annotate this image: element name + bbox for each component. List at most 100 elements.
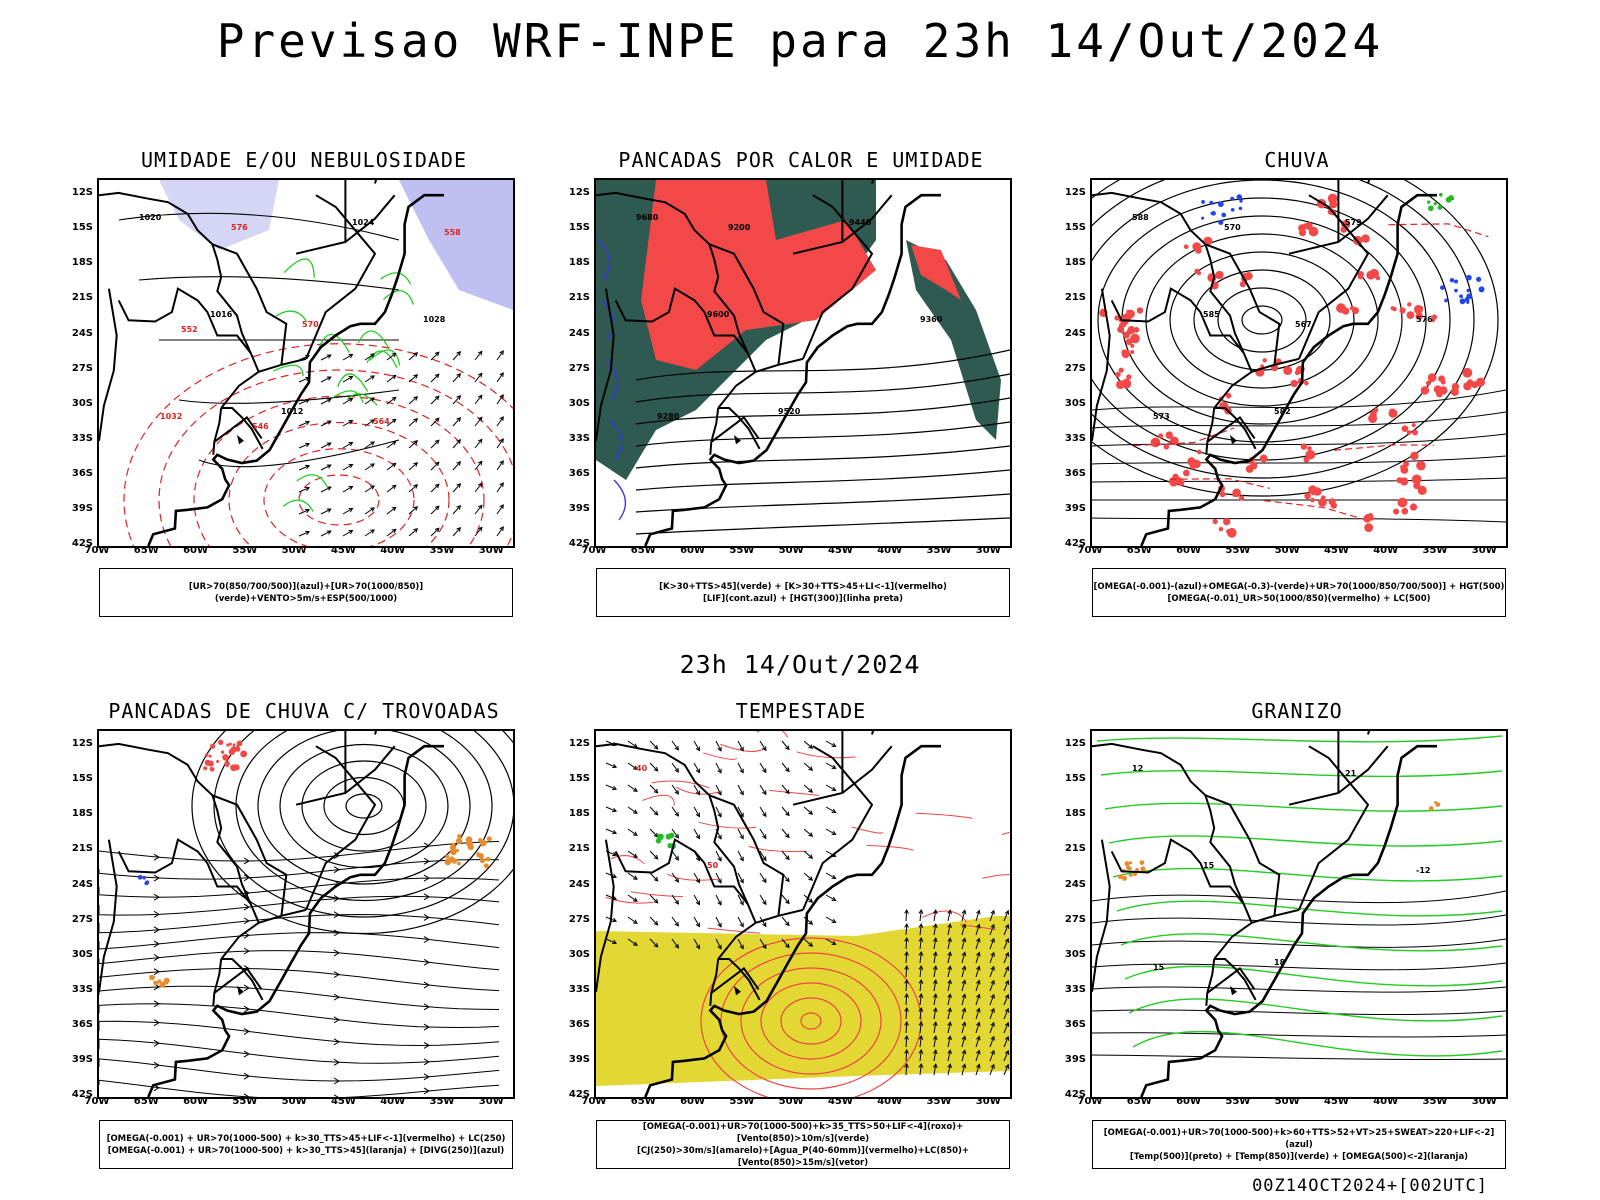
wind-vector-850	[919, 1064, 922, 1076]
latitude-label: 27S	[71, 913, 93, 925]
rain-blue-patch	[1201, 216, 1205, 220]
lake-patos	[237, 434, 244, 445]
wind-vector	[348, 485, 354, 491]
contour-label: 1028	[423, 315, 446, 324]
legend-line: [Temp(500)](preto) + [Temp(850)](verde) …	[1129, 1151, 1469, 1162]
thickness-contour	[298, 474, 380, 526]
wind-vector-850	[808, 920, 814, 925]
wind-vector-850	[737, 806, 744, 817]
wind-vector-850	[933, 1008, 937, 1020]
latitude-label: 36S	[568, 467, 590, 479]
wind-vector-850	[632, 875, 638, 880]
country-border	[1205, 407, 1216, 455]
wind-vector-850	[674, 899, 679, 905]
wind-vector-850	[649, 762, 659, 772]
convection-orange-patch	[476, 852, 480, 856]
wind-vector-850	[1004, 1063, 1010, 1069]
wind-vector-850	[1003, 994, 1009, 1006]
precipitable-water-contour	[982, 874, 1010, 879]
wind-vector-850	[781, 762, 790, 772]
longitude-label: 55W	[729, 545, 755, 556]
wind-vector-850	[990, 1021, 995, 1027]
wind-vector-850	[785, 811, 790, 817]
wind-vector	[364, 397, 375, 405]
rain-red-patch	[1330, 502, 1338, 509]
latitude-label: 21S	[71, 292, 93, 304]
stream-arrowhead	[333, 911, 340, 919]
latitude-label: 24S	[71, 327, 93, 339]
wind-vector-850	[715, 784, 722, 796]
wind-vector-850	[649, 938, 659, 948]
wind-vector	[477, 504, 483, 510]
convection-orange-patch	[445, 854, 450, 859]
country-border	[614, 287, 749, 354]
valid-time-title: 23h 14/Out/2024	[679, 650, 921, 679]
wind-vector	[496, 350, 504, 361]
streamline-vortex	[301, 760, 427, 852]
wind-vector-850	[1004, 993, 1010, 999]
longitude-label: 35W	[429, 545, 455, 556]
wind-vector-850	[717, 790, 722, 796]
wind-vector-850	[933, 952, 937, 964]
wind-vector	[370, 485, 376, 490]
longitude-label: 70W	[581, 545, 607, 556]
latitude-label: 30S	[1064, 397, 1086, 409]
wind-vector-850	[695, 944, 700, 950]
rain-red-patch	[1310, 489, 1317, 496]
wind-vector-850	[653, 766, 659, 772]
latitude-label: 27S	[1064, 913, 1086, 925]
rain-red-patch	[1126, 374, 1132, 380]
rain-red-patch	[1440, 379, 1446, 385]
wind-vector-850	[739, 944, 744, 950]
convection-orange-patch	[485, 856, 491, 862]
precipitable-water-contour	[922, 910, 968, 923]
hgt500-contour	[1121, 215, 1403, 425]
latitude-label: 30S	[1064, 948, 1086, 960]
wind-vector	[348, 529, 354, 535]
wind-vector	[499, 394, 504, 399]
wind-vector	[456, 483, 462, 488]
wind-vector-850	[947, 1064, 951, 1076]
streamline-250	[99, 985, 500, 1010]
country-border	[1092, 191, 1253, 409]
wind-vector	[370, 375, 376, 380]
country-border	[614, 838, 749, 905]
rain-green-patch	[1428, 205, 1434, 212]
wind-vector	[474, 417, 483, 427]
wind-vector	[477, 372, 483, 378]
panel-title: TEMPESTADE	[735, 699, 867, 723]
map-canvas: 40 50	[596, 731, 1010, 1097]
wind-vector-850	[674, 921, 679, 927]
wind-vector-850	[808, 942, 814, 947]
wind-vector-850	[831, 742, 837, 747]
latitude-label: 24S	[568, 327, 590, 339]
wind-vector-850	[695, 812, 700, 818]
wind-vector-850	[762, 878, 767, 884]
map-chuva: 588 585 582 579 576 573 570 567	[1090, 178, 1508, 548]
contour-label: 15	[1203, 861, 1215, 870]
longitude-label: 50W	[778, 545, 804, 556]
wind-vector-850	[825, 784, 836, 791]
main-title: Previsao WRF-INPE para 23h 14/Out/2024	[216, 14, 1384, 68]
wind-vector-850	[737, 872, 744, 883]
latitude-label: 39S	[71, 1053, 93, 1065]
wind-vector-850	[759, 850, 767, 861]
latitude-label: 21S	[568, 292, 590, 304]
longitude-label: 65W	[630, 545, 656, 556]
wind-vector-850	[904, 908, 909, 914]
omega-orange-patch	[1128, 866, 1132, 871]
wind-vector	[413, 462, 419, 467]
wind-vector	[430, 395, 440, 405]
latitude-label: 33S	[1064, 432, 1086, 444]
coastline	[1140, 744, 1437, 1097]
wind-vector-850	[919, 924, 922, 936]
rain-red-patch	[1417, 485, 1427, 496]
wind-vector-850	[905, 937, 908, 950]
wind-vector-850	[989, 1036, 995, 1048]
precipitable-water-contour	[769, 789, 820, 796]
stream-arrowhead	[423, 958, 430, 966]
convection-red-patch	[216, 759, 220, 764]
wind-vector	[326, 486, 332, 491]
wind-vector-850	[976, 951, 981, 957]
wind-vector	[477, 526, 483, 532]
